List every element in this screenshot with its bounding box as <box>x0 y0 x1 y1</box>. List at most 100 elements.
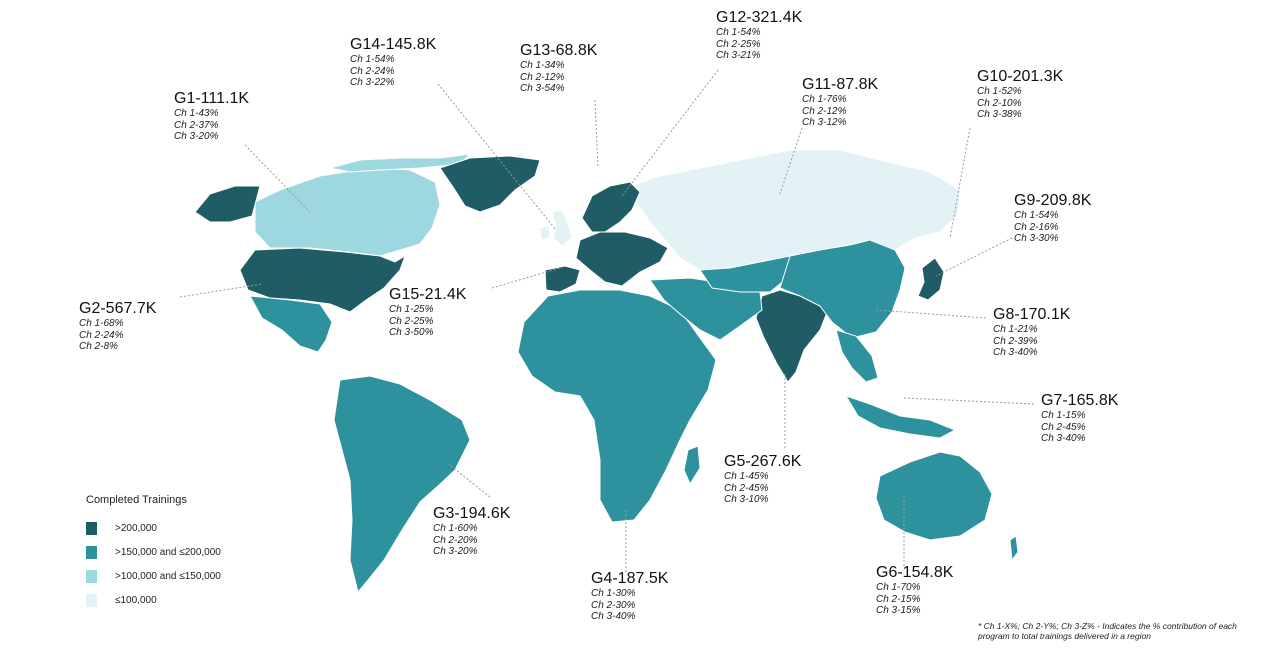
callout-g3: G3-194.6K Ch 1-60% Ch 2-20% Ch 3-20% <box>433 505 510 558</box>
callout-title: G12-321.4K <box>716 9 803 26</box>
callout-line: Ch 2-12% <box>520 71 565 83</box>
region-uk[interactable] <box>551 209 573 247</box>
region-russia[interactable] <box>629 149 961 271</box>
callout-g10: G10-201.3K Ch 1-52% Ch 2-10% Ch 3-38% <box>977 68 1063 121</box>
callout-line: Ch 1-54% <box>350 54 395 66</box>
callout-title: G10-201.3K <box>977 68 1064 85</box>
callout-g9: G9-209.8K Ch 1-54% Ch 2-16% Ch 3-30% <box>1014 192 1091 245</box>
region-south-america[interactable] <box>333 375 471 594</box>
callout-title: G9-209.8K <box>1014 192 1092 209</box>
region-mexico-central-america[interactable] <box>249 295 333 353</box>
callout-line: Ch 3-22% <box>350 77 395 89</box>
callout-line: Ch 1-76% <box>802 94 847 106</box>
callout-g1: G1-111.1K Ch 1-43% Ch 2-37% Ch 3-20% <box>174 90 249 143</box>
region-central-europe[interactable] <box>575 231 669 287</box>
callout-line: Ch 2-37% <box>174 119 219 131</box>
callout-title: G15-21.4K <box>389 286 467 303</box>
callout-g4: G4-187.5K Ch 1-30% Ch 2-30% Ch 3-40% <box>591 570 668 623</box>
callout-line: Ch 1-45% <box>724 471 769 483</box>
region-scandinavia[interactable] <box>581 181 641 233</box>
callout-line: Ch 3-50% <box>389 327 434 339</box>
callout-title: G1-111.1K <box>174 90 250 107</box>
region-ireland[interactable] <box>539 225 551 241</box>
callout-line: Ch 3-15% <box>876 605 921 617</box>
callout-g13: G13-68.8K Ch 1-34% Ch 2-12% Ch 3-54% <box>520 42 597 95</box>
legend-label: >100,000 and ≤150,000 <box>115 570 221 582</box>
region-southeast-asia[interactable] <box>835 329 879 383</box>
region-new-zealand[interactable] <box>1009 535 1019 562</box>
legend-label: >200,000 <box>115 522 157 534</box>
callout-line: Ch 2-10% <box>977 97 1022 109</box>
legend-item: ≤100,000 <box>86 588 221 612</box>
footnote: * Ch 1-X%; Ch 2-Y%; Ch 3-Z% - Indicates … <box>978 621 1237 642</box>
legend-item: >100,000 and ≤150,000 <box>86 564 221 588</box>
callout-line: Ch 2-25% <box>716 38 761 50</box>
legend-swatch <box>86 545 97 559</box>
callout-title: G6-154.8K <box>876 564 954 581</box>
region-spain[interactable] <box>544 265 581 293</box>
legend-item: >150,000 and ≤200,000 <box>86 540 221 564</box>
callout-title: G13-68.8K <box>520 42 598 59</box>
callout-title: G7-165.8K <box>1041 392 1119 409</box>
callout-title: G8-170.1K <box>993 306 1071 323</box>
callout-g5: G5-267.6K Ch 1-45% Ch 2-45% Ch 3-10% <box>724 453 801 506</box>
callout-line: Ch 2-8% <box>79 341 118 353</box>
region-madagascar[interactable] <box>683 445 701 486</box>
callout-line: Ch 1-30% <box>591 588 636 600</box>
callout-g11: G11-87.8K Ch 1-76% Ch 2-12% Ch 3-12% <box>802 76 878 129</box>
region-canada-arctic[interactable] <box>329 153 472 173</box>
callout-line: Ch 1-68% <box>79 318 124 330</box>
callout-line: Ch 1-54% <box>1014 210 1059 222</box>
callout-title: G11-87.8K <box>802 76 879 93</box>
callout-line: Ch 3-54% <box>520 83 565 95</box>
region-greenland[interactable] <box>439 155 541 213</box>
callout-line: Ch 2-20% <box>433 534 478 546</box>
callout-line: Ch 1-21% <box>993 324 1038 336</box>
callout-line: Ch 2-24% <box>79 329 124 341</box>
callout-line: Ch 3-21% <box>716 50 761 62</box>
callout-title: G2-567.7K <box>79 300 157 317</box>
callout-g7: G7-165.8K Ch 1-15% Ch 2-45% Ch 3-40% <box>1041 392 1118 445</box>
callout-line: Ch 2-45% <box>724 482 769 494</box>
callout-line: Ch 3-40% <box>1041 433 1086 445</box>
region-usa[interactable] <box>239 247 406 313</box>
callout-line: Ch 1-54% <box>716 27 761 39</box>
region-africa[interactable] <box>517 289 717 523</box>
region-indonesia[interactable] <box>844 395 957 439</box>
region-japan[interactable] <box>917 257 945 301</box>
callout-g14: G14-145.8K Ch 1-54% Ch 2-24% Ch 3-22% <box>350 36 436 89</box>
callout-line: Ch 2-24% <box>350 65 395 77</box>
region-alaska[interactable] <box>194 185 261 223</box>
legend-swatch <box>86 569 97 583</box>
callout-line: Ch 1-15% <box>1041 410 1086 422</box>
callout-line: Ch 2-30% <box>591 599 636 611</box>
region-china-east-asia[interactable] <box>779 239 906 339</box>
callout-line: Ch 3-30% <box>1014 233 1059 245</box>
callout-title: G14-145.8K <box>350 36 437 53</box>
callout-line: Ch 3-40% <box>591 611 636 623</box>
callout-title: G4-187.5K <box>591 570 669 587</box>
callout-line: Ch 1-34% <box>520 60 565 72</box>
callout-g8: G8-170.1K Ch 1-21% Ch 2-39% Ch 3-40% <box>993 306 1070 359</box>
region-australia[interactable] <box>875 451 993 541</box>
callout-line: Ch 1-25% <box>389 304 434 316</box>
region-canada[interactable] <box>254 167 441 257</box>
callout-line: Ch 1-60% <box>433 523 478 535</box>
callout-line: Ch 3-40% <box>993 347 1038 359</box>
callout-line: Ch 1-43% <box>174 108 219 120</box>
legend-swatch <box>86 593 97 607</box>
callout-line: Ch 2-45% <box>1041 421 1086 433</box>
callout-line: Ch 3-38% <box>977 109 1022 121</box>
callout-line: Ch 3-12% <box>802 117 847 129</box>
callout-title: G3-194.6K <box>433 505 511 522</box>
callout-line: Ch 2-12% <box>802 105 847 117</box>
legend-label: >150,000 and ≤200,000 <box>115 546 221 558</box>
callout-line: Ch 2-16% <box>1014 221 1059 233</box>
callout-line: Ch 2-25% <box>389 315 434 327</box>
callout-line: Ch 1-52% <box>977 86 1022 98</box>
callout-g12: G12-321.4K Ch 1-54% Ch 2-25% Ch 3-21% <box>716 9 802 62</box>
callout-line: Ch 2-15% <box>876 593 921 605</box>
legend-label: ≤100,000 <box>115 594 157 606</box>
callout-line: Ch 3-20% <box>433 546 478 558</box>
